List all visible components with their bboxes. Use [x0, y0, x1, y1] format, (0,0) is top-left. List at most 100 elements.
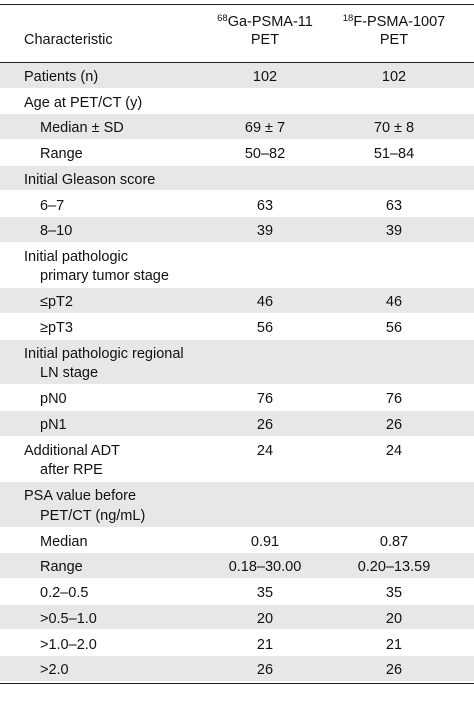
label-text: after RPE [40, 462, 103, 479]
cell-value: 70 ± 8 [373, 120, 415, 137]
table-row: 6–7 63 63 [0, 192, 474, 218]
table-row: Patients (n) 102 102 [0, 63, 474, 89]
cell-value: 20 [385, 610, 403, 627]
row-label: PSA value before PET/CT (ng/mL) [24, 487, 145, 526]
label-text: PET/CT (ng/mL) [40, 507, 146, 524]
label-text: Range [40, 559, 83, 576]
label-text: ≤pT2 [40, 294, 73, 311]
label-text: LN stage [40, 365, 99, 382]
cell-value: 50–82 [244, 146, 286, 163]
row-label: pN1 [40, 416, 67, 436]
row-label: Initial Gleason score [24, 171, 155, 191]
superscript: 68 [217, 13, 228, 24]
cell-value: 102 [252, 69, 278, 85]
cell-value: 63 [256, 197, 274, 214]
cell-value: 76 [385, 391, 403, 408]
table-row: Age at PET/CT (y) [0, 89, 474, 115]
cell-value: 51–84 [373, 146, 415, 163]
table-row: Median ± SD 69 ± 7 70 ± 8 [0, 114, 474, 141]
cell-value: 0.18–30.00 [228, 559, 302, 576]
cell-value: 39 [385, 223, 403, 240]
row-label: 0.2–0.5 [40, 584, 88, 604]
label-text: Age at PET/CT (y) [24, 94, 143, 111]
row-label: Range [40, 145, 83, 165]
label-text: pN1 [40, 417, 67, 433]
table-row: 8–10 39 39 [0, 217, 474, 243]
header-text: PET [250, 32, 280, 48]
table-row: Median 0.91 0.87 [0, 528, 474, 554]
table-row: >2.0 26 26 [0, 656, 474, 682]
column-header: 68Ga-PSMA-11 PET [200, 13, 330, 49]
table-row: 0.2–0.5 35 35 [0, 579, 474, 605]
label-text: Initial pathologic [24, 248, 128, 265]
cell-value: 69 ± 7 [244, 120, 286, 137]
header-text: F-PSMA-1007 [353, 14, 446, 30]
cell-value: 35 [385, 585, 403, 602]
label-text: Median [40, 533, 88, 550]
table-row: Initial Gleason score [0, 165, 474, 192]
table-row: ≤pT2 46 46 [0, 288, 474, 315]
table-row: Additional ADT after RPE 24 24 [0, 437, 474, 483]
label-text: 6–7 [40, 197, 65, 214]
row-label: ≥pT3 [40, 319, 73, 339]
top-rule [0, 4, 474, 5]
row-label: Range [40, 558, 83, 578]
cell-value: 21 [256, 636, 274, 653]
row-label: >0.5–1.0 [40, 610, 97, 630]
label-text: Median ± SD [40, 120, 124, 137]
cell-value: 102 [381, 69, 407, 85]
label-text: >1.0–2.0 [40, 636, 97, 653]
label-text: Initial pathologic regional [24, 345, 184, 362]
cell-value: 20 [256, 610, 274, 627]
table-row: pN1 26 26 [0, 411, 474, 437]
cell-value: 56 [385, 320, 403, 337]
label-text: 8–10 [40, 223, 73, 240]
row-label: Age at PET/CT (y) [24, 94, 142, 114]
cell-value: 26 [385, 417, 403, 433]
row-label: 8–10 [40, 222, 72, 242]
table-row: Range 50–82 51–84 [0, 140, 474, 166]
cell-value: 63 [385, 197, 403, 214]
cell-value: 21 [385, 636, 403, 653]
label-text: ≥pT3 [40, 320, 73, 337]
column-header: Characteristic [24, 32, 113, 48]
cell-value: 26 [385, 662, 403, 679]
label-text: primary tumor stage [40, 268, 169, 285]
label-text: PSA value before [24, 488, 137, 505]
table-row: pN0 76 76 [0, 385, 474, 411]
table-row: ≥pT3 56 56 [0, 314, 474, 340]
label-text: >2.0 [40, 662, 69, 679]
row-label: pN0 [40, 390, 67, 410]
table-row: Initial pathologic primary tumor stage [0, 243, 474, 289]
cell-value: 46 [256, 294, 274, 311]
row-label: Median ± SD [40, 119, 124, 139]
cell-value: 26 [256, 662, 274, 679]
row-label: Initial pathologic primary tumor stage [24, 248, 169, 287]
label-text: Initial Gleason score [24, 171, 156, 188]
cell-value: 24 [256, 442, 274, 459]
row-label: >1.0–2.0 [40, 636, 97, 656]
row-label: >2.0 [40, 661, 69, 681]
cell-value: 76 [256, 391, 274, 408]
label-text: Additional ADT [24, 442, 120, 459]
cell-value: 46 [385, 294, 403, 311]
cell-value: 56 [256, 320, 274, 337]
header-text: PET [379, 32, 409, 48]
header-rule [0, 62, 474, 63]
bottom-rule [0, 683, 474, 684]
label-text: Range [40, 146, 83, 163]
table-row: >0.5–1.0 20 20 [0, 604, 474, 631]
cell-value: 0.20–13.59 [357, 559, 431, 576]
label-text: Patients (n) [24, 69, 99, 85]
table-row: >1.0–2.0 21 21 [0, 631, 474, 657]
row-label: Initial pathologic regional LN stage [24, 345, 184, 384]
table-row: PSA value before PET/CT (ng/mL) [0, 482, 474, 528]
cell-value: 0.87 [379, 533, 409, 550]
cell-value: 26 [256, 417, 274, 433]
table-row: Range 0.18–30.00 0.20–13.59 [0, 553, 474, 580]
label-text: 0.2–0.5 [40, 585, 89, 602]
row-label: Median [40, 533, 88, 553]
row-label: 6–7 [40, 197, 64, 217]
cell-value: 24 [385, 442, 403, 459]
